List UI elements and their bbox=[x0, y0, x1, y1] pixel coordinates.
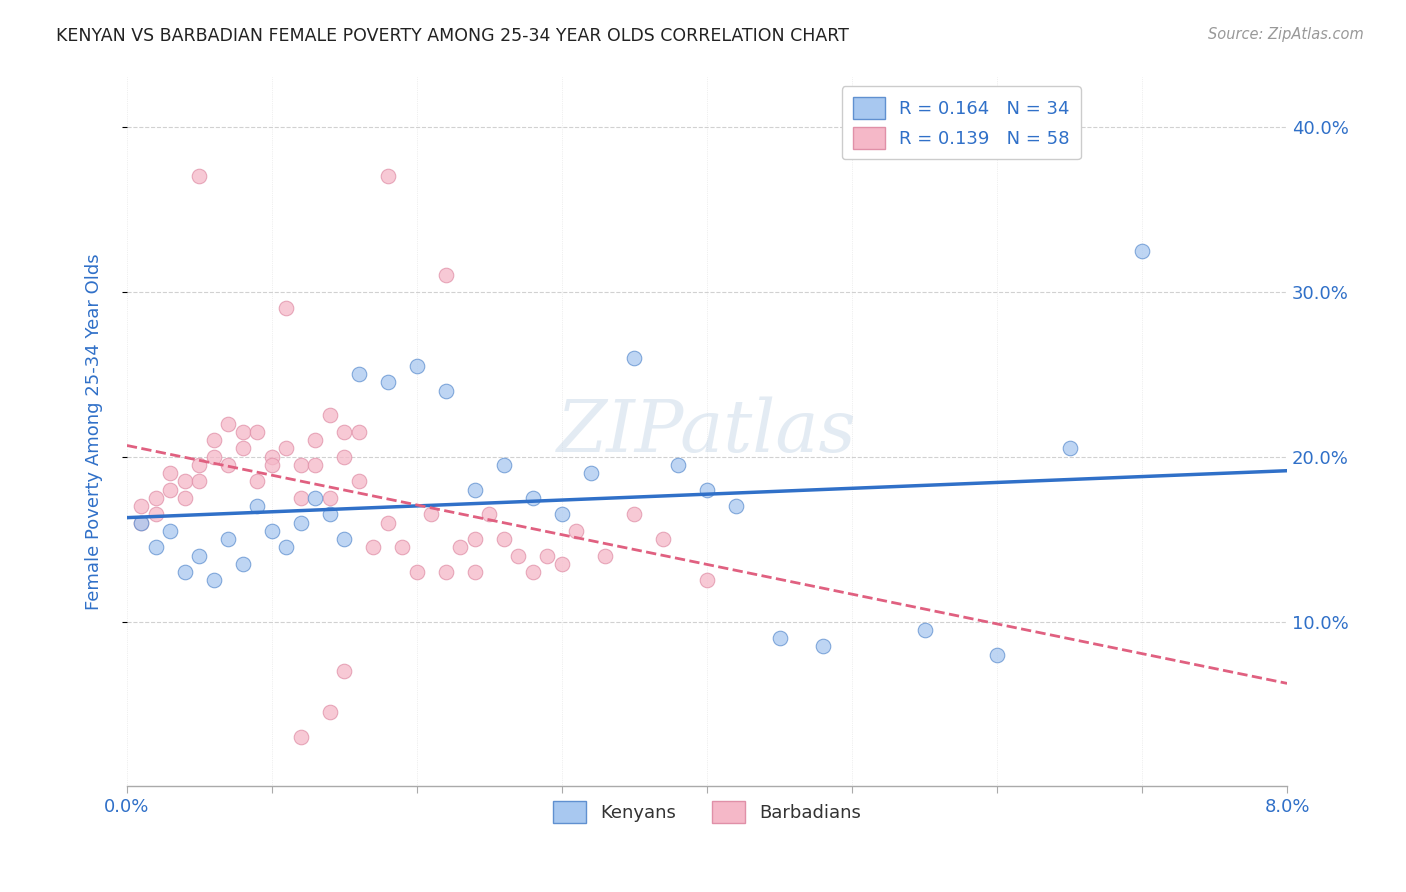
Point bbox=[174, 565, 197, 579]
Point bbox=[174, 475, 197, 489]
Point bbox=[579, 466, 602, 480]
Point bbox=[232, 425, 254, 439]
Point bbox=[188, 549, 211, 563]
Point bbox=[623, 508, 645, 522]
Point bbox=[131, 516, 153, 530]
Point bbox=[406, 565, 429, 579]
Point bbox=[131, 516, 153, 530]
Point bbox=[724, 499, 747, 513]
Point bbox=[159, 483, 181, 497]
Point bbox=[696, 483, 718, 497]
Point bbox=[202, 434, 225, 448]
Point bbox=[492, 532, 515, 546]
Point bbox=[347, 425, 370, 439]
Point bbox=[595, 549, 617, 563]
Point bbox=[290, 730, 312, 744]
Point bbox=[377, 516, 399, 530]
Text: KENYAN VS BARBADIAN FEMALE POVERTY AMONG 25-34 YEAR OLDS CORRELATION CHART: KENYAN VS BARBADIAN FEMALE POVERTY AMONG… bbox=[56, 27, 849, 45]
Point bbox=[347, 475, 370, 489]
Point bbox=[623, 351, 645, 365]
Point bbox=[914, 623, 936, 637]
Point bbox=[522, 565, 544, 579]
Point bbox=[434, 384, 457, 398]
Point bbox=[260, 524, 283, 538]
Point bbox=[145, 541, 167, 555]
Point bbox=[666, 458, 689, 472]
Point bbox=[492, 458, 515, 472]
Point bbox=[188, 475, 211, 489]
Point bbox=[986, 648, 1008, 662]
Point bbox=[551, 508, 574, 522]
Point bbox=[420, 508, 443, 522]
Point bbox=[333, 532, 356, 546]
Point bbox=[319, 491, 342, 505]
Point bbox=[391, 541, 413, 555]
Point bbox=[449, 541, 471, 555]
Text: ZIPatlas: ZIPatlas bbox=[557, 397, 856, 467]
Point bbox=[276, 442, 298, 456]
Point bbox=[565, 524, 588, 538]
Point bbox=[363, 541, 385, 555]
Point bbox=[406, 359, 429, 373]
Point bbox=[145, 508, 167, 522]
Point bbox=[319, 706, 342, 720]
Point bbox=[246, 425, 269, 439]
Point bbox=[478, 508, 501, 522]
Point bbox=[464, 565, 486, 579]
Point bbox=[202, 450, 225, 464]
Point bbox=[276, 301, 298, 316]
Point bbox=[260, 458, 283, 472]
Point bbox=[217, 532, 239, 546]
Point bbox=[217, 417, 239, 431]
Text: Source: ZipAtlas.com: Source: ZipAtlas.com bbox=[1208, 27, 1364, 42]
Legend: Kenyans, Barbadians: Kenyans, Barbadians bbox=[543, 790, 872, 834]
Point bbox=[377, 376, 399, 390]
Point bbox=[290, 458, 312, 472]
Point bbox=[1059, 442, 1081, 456]
Point bbox=[217, 458, 239, 472]
Point bbox=[276, 541, 298, 555]
Point bbox=[304, 491, 326, 505]
Point bbox=[1130, 244, 1153, 258]
Point bbox=[464, 483, 486, 497]
Point bbox=[188, 169, 211, 184]
Point bbox=[508, 549, 530, 563]
Point bbox=[159, 466, 181, 480]
Point bbox=[347, 368, 370, 382]
Point bbox=[434, 565, 457, 579]
Point bbox=[304, 458, 326, 472]
Point bbox=[377, 169, 399, 184]
Point bbox=[260, 450, 283, 464]
Point bbox=[434, 268, 457, 283]
Y-axis label: Female Poverty Among 25-34 Year Olds: Female Poverty Among 25-34 Year Olds bbox=[86, 253, 103, 610]
Point bbox=[319, 409, 342, 423]
Point bbox=[536, 549, 558, 563]
Point bbox=[304, 434, 326, 448]
Point bbox=[333, 664, 356, 678]
Point bbox=[246, 475, 269, 489]
Point bbox=[811, 640, 834, 654]
Point bbox=[145, 491, 167, 505]
Point bbox=[232, 557, 254, 571]
Point bbox=[551, 557, 574, 571]
Point bbox=[232, 442, 254, 456]
Point bbox=[768, 631, 790, 645]
Point bbox=[652, 532, 675, 546]
Point bbox=[522, 491, 544, 505]
Point bbox=[464, 532, 486, 546]
Point bbox=[333, 425, 356, 439]
Point bbox=[333, 450, 356, 464]
Point bbox=[188, 458, 211, 472]
Point bbox=[319, 508, 342, 522]
Point bbox=[131, 499, 153, 513]
Point bbox=[174, 491, 197, 505]
Point bbox=[696, 574, 718, 588]
Point bbox=[246, 499, 269, 513]
Point bbox=[202, 574, 225, 588]
Point bbox=[290, 491, 312, 505]
Point bbox=[290, 516, 312, 530]
Point bbox=[159, 524, 181, 538]
